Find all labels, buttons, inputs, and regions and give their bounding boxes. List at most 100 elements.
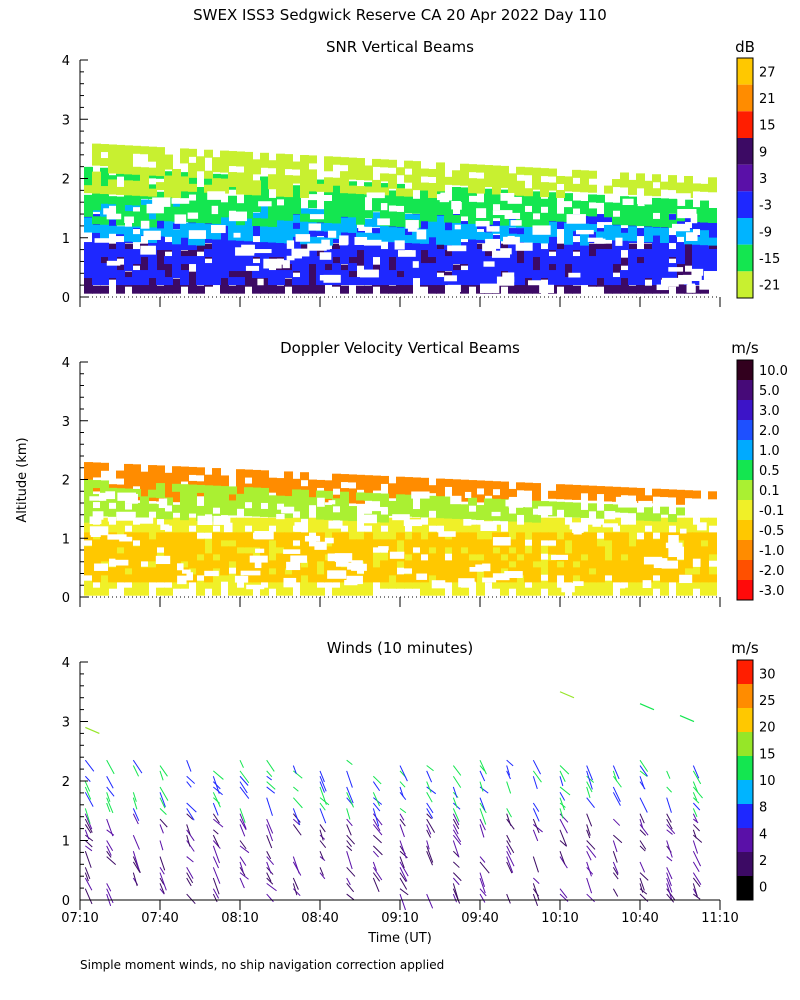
heatmap-cell: [308, 587, 317, 596]
heatmap-cell: [292, 206, 301, 215]
heatmap-cell: [300, 168, 309, 177]
heatmap-cell: [324, 560, 333, 569]
heatmap-cell: [692, 277, 701, 286]
heatmap-cell: [436, 222, 445, 231]
heatmap-cell: [100, 573, 109, 582]
heatmap-cell: [228, 559, 237, 568]
heatmap-cell: [252, 270, 261, 279]
wind-barb: [452, 797, 458, 808]
x-tick-label: 08:40: [301, 911, 338, 926]
heatmap-cell: [604, 285, 613, 294]
heatmap-cell: [164, 517, 173, 526]
heatmap-cell: [668, 214, 677, 223]
heatmap-cell: [420, 250, 429, 259]
colorbar-label: 0.1: [759, 484, 780, 499]
heatmap-cell: [132, 567, 141, 576]
heatmap-cell: [468, 560, 477, 569]
data-gap: [682, 274, 702, 281]
data-gap: [538, 506, 553, 516]
heatmap-cell: [252, 278, 261, 287]
heatmap-cell: [212, 178, 221, 187]
heatmap-cell: [588, 184, 597, 193]
heatmap-cell: [596, 214, 605, 223]
colorbar-segment: [737, 218, 753, 245]
heatmap-cell: [332, 473, 341, 482]
colorbar-label: -1.0: [759, 544, 784, 559]
heatmap-cell: [564, 236, 573, 245]
colorbar-label: 1.0: [759, 444, 780, 459]
heatmap-cell: [492, 505, 501, 514]
data-gap: [492, 210, 513, 216]
wind-barb: [186, 893, 196, 904]
heatmap-cell: [116, 203, 125, 212]
heatmap-cell: [236, 256, 245, 265]
heatmap-cell: [236, 217, 245, 226]
heatmap-cell: [620, 560, 629, 569]
heatmap-cell: [500, 226, 509, 235]
heatmap-cell: [388, 257, 397, 266]
heatmap-cell: [404, 228, 413, 237]
heatmap-cell: [124, 226, 133, 235]
heatmap-cell: [164, 532, 173, 541]
heatmap-cell: [492, 532, 501, 541]
heatmap-cell: [708, 566, 717, 575]
heatmap-cell: [172, 473, 181, 482]
heatmap-cell: [284, 270, 293, 279]
heatmap-cell: [188, 256, 197, 265]
colorbar-label: 4: [759, 827, 767, 842]
wind-barb: [426, 893, 434, 909]
heatmap-cell: [628, 531, 637, 540]
heatmap-cell: [300, 263, 309, 272]
heatmap-cell: [364, 492, 373, 501]
data-gap: [103, 208, 117, 215]
data-gap: [255, 548, 265, 553]
heatmap-cell: [660, 524, 669, 533]
wind-barb: [319, 776, 327, 792]
heatmap-cell: [668, 219, 677, 228]
heatmap-cell: [180, 512, 189, 521]
heatmap-cell: [84, 217, 93, 226]
heatmap-cell: [564, 484, 573, 493]
wind-barb: [559, 840, 567, 847]
heatmap-cell: [476, 249, 485, 258]
heatmap-cell: [388, 531, 397, 540]
heatmap-cell: [276, 485, 285, 494]
heatmap-cell: [420, 199, 429, 208]
heatmap-cell: [228, 249, 237, 258]
heatmap-cell: [108, 179, 117, 188]
wind-barb: [159, 840, 164, 851]
colorbar-label: 10.0: [759, 364, 788, 379]
heatmap-cell: [236, 285, 245, 294]
heatmap-cell: [332, 194, 341, 203]
heatmap-cell: [116, 151, 125, 160]
heatmap-cell: [540, 256, 549, 265]
heatmap-cell: [92, 277, 101, 286]
heatmap-cell: [660, 256, 669, 265]
heatmap-cell: [380, 574, 389, 583]
heatmap-cell: [236, 500, 245, 509]
heatmap-cell: [540, 168, 549, 177]
heatmap-cell: [404, 546, 413, 555]
heatmap-cell: [644, 211, 653, 220]
heatmap-cell: [348, 224, 357, 233]
data-gap: [438, 531, 456, 537]
panel-title: Winds (10 minutes): [327, 639, 474, 657]
heatmap-cell: [420, 546, 429, 555]
wind-barb: [426, 813, 432, 820]
heatmap-cell: [652, 218, 661, 227]
heatmap-cell: [244, 539, 253, 548]
heatmap-cell: [644, 546, 653, 555]
heatmap-cell: [444, 567, 453, 576]
data-gap: [450, 495, 462, 505]
wind-barb: [346, 845, 353, 852]
heatmap-cell: [564, 574, 573, 583]
data-gap: [692, 558, 701, 567]
heatmap-cell: [332, 270, 341, 279]
heatmap-cell: [148, 574, 157, 583]
heatmap-cell: [412, 205, 421, 214]
heatmap-cell: [668, 198, 677, 207]
colorbar-frame: [736, 659, 754, 901]
heatmap-cell: [452, 510, 461, 519]
